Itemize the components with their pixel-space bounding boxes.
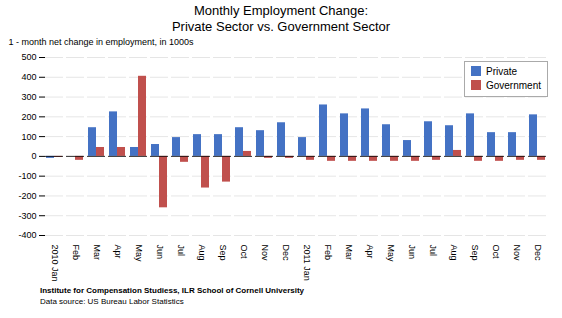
svg-text:Aug: Aug bbox=[197, 245, 207, 261]
svg-text:May: May bbox=[134, 245, 144, 263]
svg-text:300: 300 bbox=[21, 92, 36, 102]
html-text:Government: Government bbox=[486, 80, 541, 91]
svg-text:Nov: Nov bbox=[260, 245, 270, 262]
svg-text:-200: -200 bbox=[18, 191, 36, 201]
html-text:Private Sector vs. Government: Private Sector vs. Government Sector bbox=[171, 19, 391, 34]
html-text:Institute for Compensation Stu: Institute for Compensation Studiess, ILR… bbox=[40, 286, 304, 295]
svg-text:2011 Jan: 2011 Jan bbox=[302, 245, 312, 281]
svg-text:Aug: Aug bbox=[449, 245, 459, 261]
svg-text:Feb: Feb bbox=[71, 245, 81, 261]
svg-text:Jun: Jun bbox=[407, 245, 417, 260]
html-text:Data source: US Bureau Labor S: Data source: US Bureau Labor Statistics bbox=[40, 297, 184, 306]
svg-text:Jul: Jul bbox=[176, 245, 186, 257]
svg-text:0: 0 bbox=[31, 151, 36, 161]
html-text:Monthly Employment Change:: Monthly Employment Change: bbox=[193, 3, 369, 18]
svg-text:-300: -300 bbox=[18, 211, 36, 221]
svg-text:Feb: Feb bbox=[323, 245, 333, 261]
svg-text:Apr: Apr bbox=[113, 245, 123, 259]
svg-text:Jun: Jun bbox=[155, 245, 165, 260]
svg-text:Jul: Jul bbox=[428, 245, 438, 257]
html-text:Private: Private bbox=[486, 66, 518, 77]
svg-text:Mar: Mar bbox=[344, 245, 354, 261]
svg-text:Sep: Sep bbox=[218, 245, 228, 261]
svg-text:100: 100 bbox=[21, 131, 36, 141]
svg-text:Sep: Sep bbox=[470, 245, 480, 261]
svg-text:-100: -100 bbox=[18, 171, 36, 181]
svg-text:May: May bbox=[386, 245, 396, 263]
svg-text:Oct: Oct bbox=[491, 245, 501, 260]
svg-text:1 - month net change in employ: 1 - month net change in employment, in 1… bbox=[9, 37, 195, 47]
svg-text:2010 Jan: 2010 Jan bbox=[50, 245, 60, 282]
svg-text:Apr: Apr bbox=[365, 245, 375, 259]
svg-text:Dec: Dec bbox=[533, 245, 543, 262]
svg-text:200: 200 bbox=[21, 112, 36, 122]
svg-text:500: 500 bbox=[21, 52, 36, 62]
svg-text:Mar: Mar bbox=[92, 245, 102, 261]
svg-text:Oct: Oct bbox=[239, 245, 249, 260]
svg-text:Nov: Nov bbox=[512, 245, 522, 262]
svg-text:-400: -400 bbox=[18, 230, 36, 240]
svg-text:Dec: Dec bbox=[281, 245, 291, 262]
svg-text:400: 400 bbox=[21, 72, 36, 82]
